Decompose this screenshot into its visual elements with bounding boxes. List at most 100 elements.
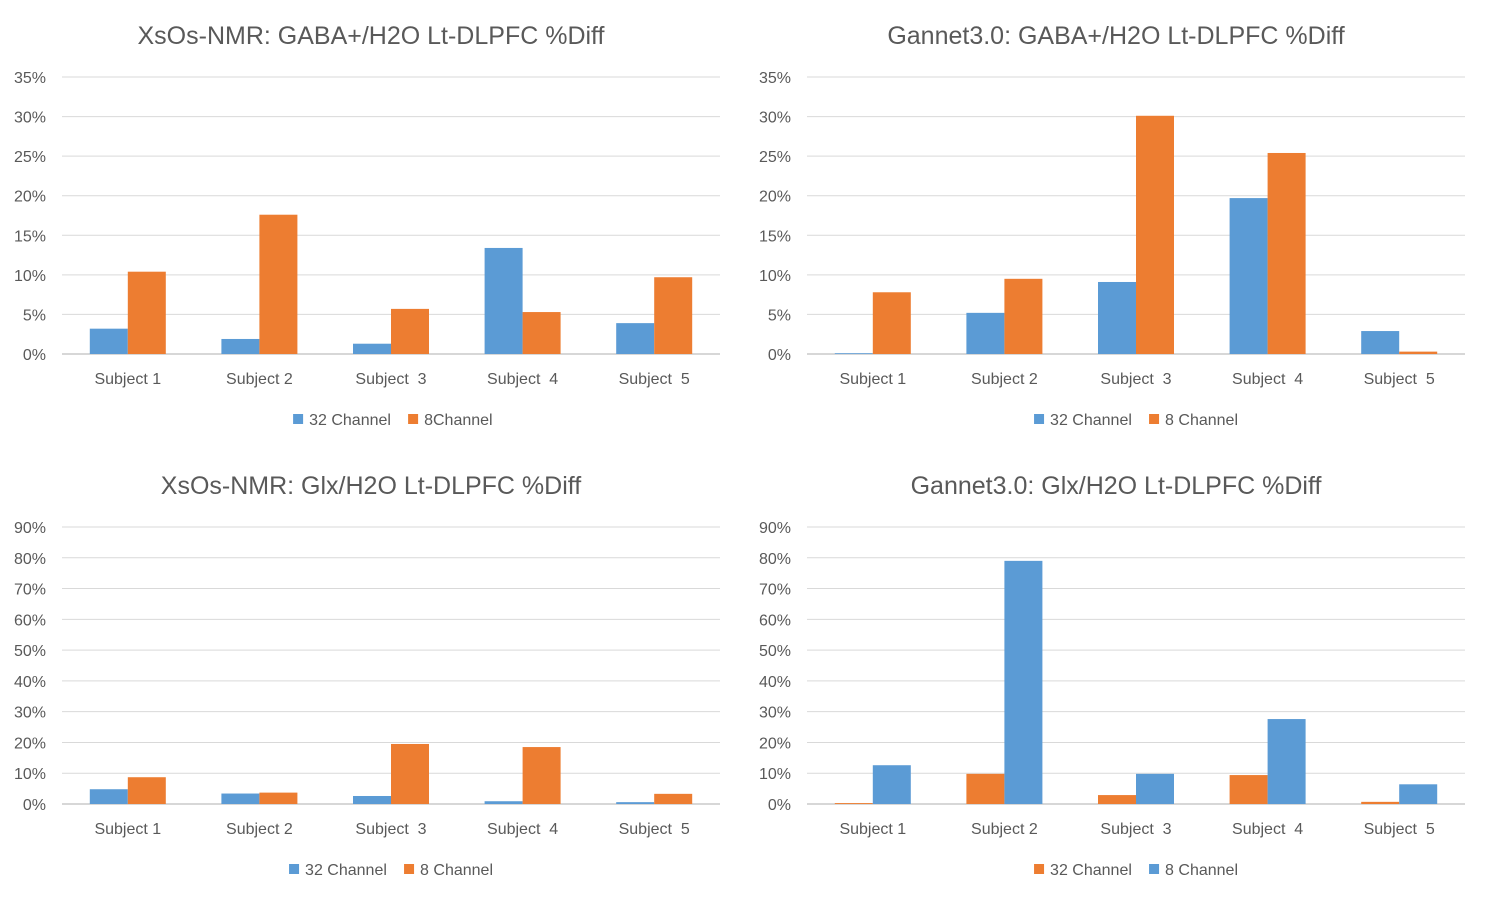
chart-glx-gannet: Gannet3.0: Glx/H2O Lt-DLPFC %Diff 0% 10% 2… <box>759 472 1465 879</box>
legend-swatch <box>1034 864 1045 874</box>
category-label: Subject 2 <box>971 371 1038 388</box>
y-tick-label: 60% <box>759 612 791 629</box>
bar-8-channel <box>1399 351 1438 354</box>
y-tick-label: 10% <box>759 766 791 783</box>
bar-32-channel <box>834 353 873 355</box>
category-label: Subject 2 <box>226 371 293 388</box>
bar-8channel <box>654 277 693 354</box>
bar-8channel <box>522 312 561 354</box>
y-tick-label: 80% <box>14 551 46 568</box>
category-label: Subject 3 <box>1100 371 1171 388</box>
bar-8-channel <box>127 777 166 804</box>
y-tick-label: 70% <box>759 582 791 599</box>
y-tick-label: 25% <box>14 149 46 166</box>
bar-8-channel <box>1267 719 1306 804</box>
legend-label: 8 Channel <box>1165 862 1238 879</box>
bar-32-channel <box>1229 775 1268 804</box>
y-tick-label: 0% <box>23 347 46 364</box>
bar-8-channel <box>654 793 693 804</box>
y-tick-label: 35% <box>14 70 46 87</box>
y-tick-label: 20% <box>14 189 46 206</box>
category-label: Subject 5 <box>619 371 690 388</box>
category-label: Subject 1 <box>839 821 906 838</box>
legend-swatch <box>1149 864 1160 874</box>
chart-gaba-gannet: Gannet3.0: GABA+/H2O Lt-DLPFC %Diff 0% 5%… <box>759 22 1465 429</box>
category-label: Subject 1 <box>94 371 161 388</box>
y-tick-label: 10% <box>14 766 46 783</box>
legend-label: 32 Channel <box>1050 412 1132 429</box>
category-label: Subject 4 <box>1232 821 1303 838</box>
category-label: Subject 3 <box>355 821 426 838</box>
legend: 32 Channel 8 Channel <box>1034 412 1238 429</box>
y-tick-label: 15% <box>14 228 46 245</box>
y-tick-label: 0% <box>768 797 791 814</box>
bar-32-channel <box>221 793 260 804</box>
y-tick-label: 30% <box>14 705 46 722</box>
category-label: Subject 5 <box>619 821 690 838</box>
legend-swatch <box>289 864 300 874</box>
bar-8-channel <box>872 292 911 354</box>
bar-32-channel <box>1361 331 1400 354</box>
y-tick-label: 90% <box>14 520 46 537</box>
bar-32-channel <box>353 343 391 354</box>
bar-32-channel <box>966 773 1005 804</box>
bar-8-channel <box>872 765 911 804</box>
chart-title: XsOs-NMR: GABA+/H2O Lt-DLPFC %Diff <box>138 22 605 50</box>
category-label: Subject 1 <box>94 821 161 838</box>
y-tick-label: 20% <box>14 735 46 752</box>
y-tick-label: 70% <box>14 582 46 599</box>
bar-32-channel <box>484 247 523 354</box>
legend-swatch <box>1149 414 1160 424</box>
legend-label: 8 Channel <box>420 862 493 879</box>
category-label: Subject 2 <box>226 821 293 838</box>
legend-swatch <box>293 414 304 424</box>
bar-8-channel <box>522 747 561 804</box>
y-tick-label: 20% <box>759 189 791 206</box>
y-tick-label: 40% <box>14 674 46 691</box>
y-tick-label: 90% <box>759 520 791 537</box>
bar-32-channel <box>353 795 391 804</box>
legend: 32 Channel 8 Channel <box>1034 862 1238 879</box>
chart-title: Gannet3.0: GABA+/H2O Lt-DLPFC %Diff <box>887 22 1344 50</box>
chart-glx-xsos: XsOs-NMR: Glx/H2O Lt-DLPFC %Diff 0% 10% 20… <box>14 472 720 879</box>
category-label: Subject 3 <box>355 371 426 388</box>
bar-32-channel <box>1098 281 1136 354</box>
y-tick-label: 40% <box>759 674 791 691</box>
y-tick-label: 80% <box>759 551 791 568</box>
category-label: Subject 4 <box>487 821 558 838</box>
bar-8channel <box>391 308 429 354</box>
category-label: Subject 5 <box>1364 821 1435 838</box>
legend: 32 Channel 8Channel <box>293 412 493 429</box>
legend-label: 32 Channel <box>1050 862 1132 879</box>
y-tick-label: 30% <box>759 110 791 127</box>
legend-label: 32 Channel <box>305 862 387 879</box>
legend-label: 32 Channel <box>309 412 391 429</box>
bar-32-channel <box>89 328 128 354</box>
category-label: Subject 4 <box>1232 371 1303 388</box>
bar-8channel <box>127 271 166 354</box>
legend-swatch <box>404 864 415 874</box>
y-tick-label: 25% <box>759 149 791 166</box>
bar-8channel <box>259 214 298 354</box>
bar-32-channel <box>1098 795 1136 804</box>
bar-8-channel <box>1399 784 1438 804</box>
y-tick-label: 0% <box>768 347 791 364</box>
chart-title: Gannet3.0: Glx/H2O Lt-DLPFC %Diff <box>911 472 1322 500</box>
bar-8-channel <box>1136 115 1174 354</box>
y-tick-label: 30% <box>14 110 46 127</box>
category-label: Subject 5 <box>1364 371 1435 388</box>
legend-label: 8Channel <box>424 412 493 429</box>
bar-32-channel <box>834 803 873 804</box>
y-tick-label: 35% <box>759 70 791 87</box>
category-label: Subject 2 <box>971 821 1038 838</box>
bar-8-channel <box>1004 560 1043 804</box>
legend-swatch <box>408 414 419 424</box>
y-tick-label: 5% <box>23 307 46 324</box>
bar-32-channel <box>1361 801 1400 804</box>
bar-8-channel <box>391 743 429 804</box>
bar-32-channel <box>221 338 260 354</box>
y-tick-label: 60% <box>14 612 46 629</box>
legend-label: 8 Channel <box>1165 412 1238 429</box>
chart-title: XsOs-NMR: Glx/H2O Lt-DLPFC %Diff <box>161 472 581 500</box>
